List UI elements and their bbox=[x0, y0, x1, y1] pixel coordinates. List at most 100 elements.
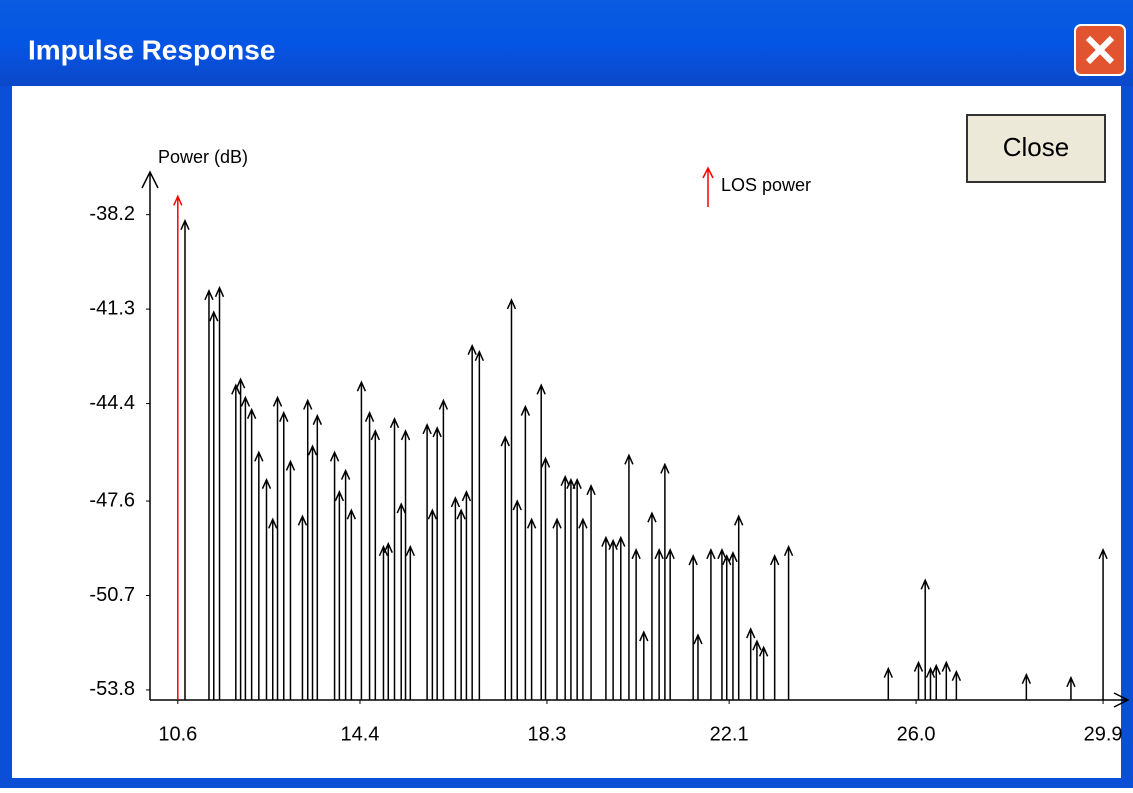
impulse-arrow bbox=[432, 426, 442, 700]
impulse-arrow bbox=[261, 477, 272, 700]
impulse-arrow bbox=[1021, 672, 1032, 700]
impulse-arrow bbox=[920, 578, 930, 700]
impulse-arrow bbox=[572, 477, 582, 700]
impulse-arrow bbox=[746, 627, 756, 700]
impulse-arrow bbox=[173, 194, 183, 700]
impulse-arrow bbox=[578, 517, 588, 700]
impulse-arrow bbox=[931, 663, 941, 700]
impulse-arrow bbox=[639, 630, 649, 700]
impulse-arrow bbox=[540, 456, 551, 700]
impulse-arrow bbox=[456, 508, 466, 700]
impulse-arrow bbox=[752, 639, 762, 700]
impulse-arrow bbox=[427, 508, 438, 700]
impulse-arrow bbox=[268, 517, 278, 700]
impulse-arrow bbox=[520, 404, 531, 700]
impulse-arrow bbox=[512, 499, 522, 700]
legend-symbol bbox=[702, 166, 714, 207]
impulse-arrow bbox=[279, 410, 289, 700]
impulse-arrow bbox=[214, 285, 225, 700]
title-bar bbox=[0, 0, 1133, 86]
x-tick-label: 18.3 bbox=[527, 723, 566, 745]
impulse-arrow bbox=[180, 218, 190, 700]
x-tick-label: 10.6 bbox=[158, 723, 197, 745]
x-tick-label: 26.0 bbox=[897, 723, 936, 745]
impulse-arrow bbox=[608, 538, 618, 700]
impulse-arrow bbox=[688, 554, 698, 700]
impulse-arrow bbox=[925, 666, 936, 700]
close-button-label[interactable]: Close bbox=[1003, 132, 1069, 162]
impulse-arrow bbox=[235, 377, 246, 700]
impulse-arrow bbox=[631, 547, 641, 700]
impulse-arrow bbox=[254, 450, 264, 700]
impulse-arrow bbox=[660, 462, 670, 700]
x-tick-label: 22.1 bbox=[710, 723, 749, 745]
impulse-arrow bbox=[405, 544, 416, 700]
impulse-arrow bbox=[758, 645, 769, 700]
impulse-arrow bbox=[536, 383, 546, 700]
impulse-arrow bbox=[307, 444, 318, 700]
impulse-arrow bbox=[450, 496, 461, 700]
impulse-arrow bbox=[246, 407, 257, 700]
impulse-arrow bbox=[1098, 547, 1108, 700]
impulse-arrow bbox=[334, 490, 345, 700]
impulse-arrow bbox=[560, 474, 570, 700]
impulse-arrow bbox=[616, 535, 626, 700]
impulse-arrow bbox=[383, 541, 393, 700]
y-tick-label: -53.8 bbox=[89, 678, 135, 700]
y-tick-label: -50.7 bbox=[89, 584, 135, 606]
y-tick-label: -38.2 bbox=[89, 203, 135, 225]
impulse-arrow bbox=[356, 380, 367, 700]
impulse-arrow bbox=[329, 450, 340, 700]
impulse-arrow bbox=[272, 395, 283, 700]
impulse-arrow bbox=[204, 288, 214, 700]
impulse-arrow bbox=[783, 544, 794, 700]
client-area bbox=[12, 86, 1121, 778]
y-tick-label: -47.6 bbox=[89, 489, 135, 511]
impulse-arrow bbox=[209, 310, 219, 700]
impulse-arrow bbox=[734, 514, 744, 700]
plot: Power (dB) -38.2 -41.3 -44.4 -47.6 -50.7 -53.8… bbox=[89, 147, 1130, 745]
impulse-arrow bbox=[461, 490, 472, 700]
impulse-arrow bbox=[624, 453, 634, 700]
impulse-arrow bbox=[400, 429, 411, 700]
impulse-arrow bbox=[364, 410, 375, 700]
impulse-arrow bbox=[231, 383, 241, 700]
impulse-arrow bbox=[378, 544, 389, 700]
y-axis bbox=[141, 170, 159, 700]
impulse-arrow bbox=[396, 502, 406, 700]
x-tick-label: 14.4 bbox=[341, 723, 380, 745]
impulse-arrow bbox=[552, 517, 562, 700]
impulse-arrow bbox=[438, 398, 449, 700]
impulse-arrow bbox=[693, 633, 703, 700]
impulse-arrow bbox=[1066, 675, 1076, 700]
impulse-arrow bbox=[285, 459, 296, 700]
impulse-arrow bbox=[566, 477, 576, 700]
impulse-arrow bbox=[506, 298, 517, 700]
impulse-arrow bbox=[526, 517, 537, 700]
impulse-arrow bbox=[500, 435, 510, 700]
window-title: Impulse Response bbox=[28, 34, 275, 65]
close-button[interactable]: Close bbox=[966, 114, 1106, 183]
impulse-arrow bbox=[474, 349, 485, 700]
impulse-arrow bbox=[586, 483, 596, 700]
impulse-arrow bbox=[951, 669, 962, 700]
impulse-arrow bbox=[422, 423, 432, 700]
y-tick-label: -41.3 bbox=[89, 297, 135, 319]
impulse-arrow bbox=[340, 468, 351, 700]
impulse-arrow bbox=[467, 343, 477, 700]
impulse-arrow bbox=[883, 666, 893, 700]
impulse-arrow bbox=[297, 514, 308, 700]
impulse-arrow bbox=[312, 413, 323, 700]
legend-label: LOS power bbox=[721, 175, 811, 195]
impulse-arrow bbox=[346, 508, 357, 700]
impulse-arrow bbox=[717, 547, 727, 700]
impulse-arrow bbox=[769, 554, 780, 700]
impulse-arrow bbox=[706, 547, 716, 700]
impulse-arrow bbox=[941, 660, 951, 700]
close-x-button[interactable] bbox=[1074, 24, 1126, 76]
impulse-arrow bbox=[370, 429, 381, 700]
x-tick-label: 29.9 bbox=[1084, 723, 1123, 745]
impulse-arrow bbox=[647, 511, 657, 700]
impulse-arrow bbox=[913, 660, 924, 700]
